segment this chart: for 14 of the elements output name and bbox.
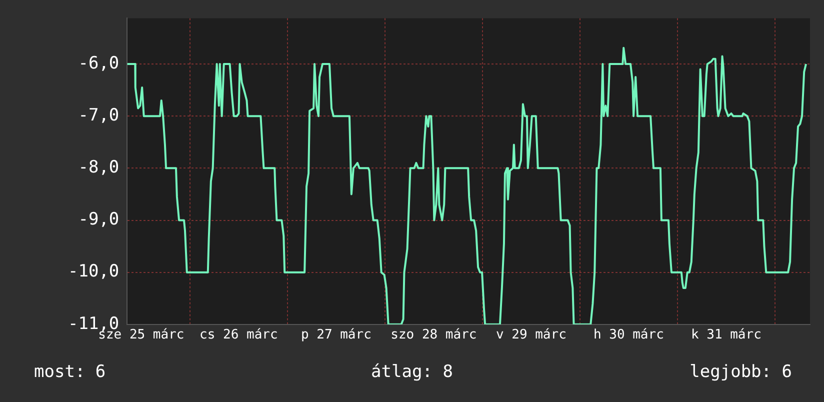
y-tick-label: -10,0: [68, 262, 120, 282]
x-tick-label: v 29 márc: [496, 328, 566, 343]
y-tick-label: -9,0: [78, 210, 120, 230]
x-tick-label: k 31 márc: [690, 328, 762, 343]
text: átlag: 8: [371, 362, 453, 382]
y-tick-label: -7,0: [78, 106, 120, 126]
text: legjobb: 6: [690, 362, 792, 382]
x-tick-label: p 27 márc: [300, 328, 372, 343]
x-tick-label: h 30 márc: [593, 328, 664, 343]
text: most: 6: [34, 362, 106, 382]
y-tick-label: -6,0: [78, 53, 120, 74]
y-tick-label: -8,0: [78, 158, 120, 178]
x-tick-label: szo 28 márc: [390, 328, 477, 343]
x-tick-label: cs 26 márc: [200, 328, 278, 343]
